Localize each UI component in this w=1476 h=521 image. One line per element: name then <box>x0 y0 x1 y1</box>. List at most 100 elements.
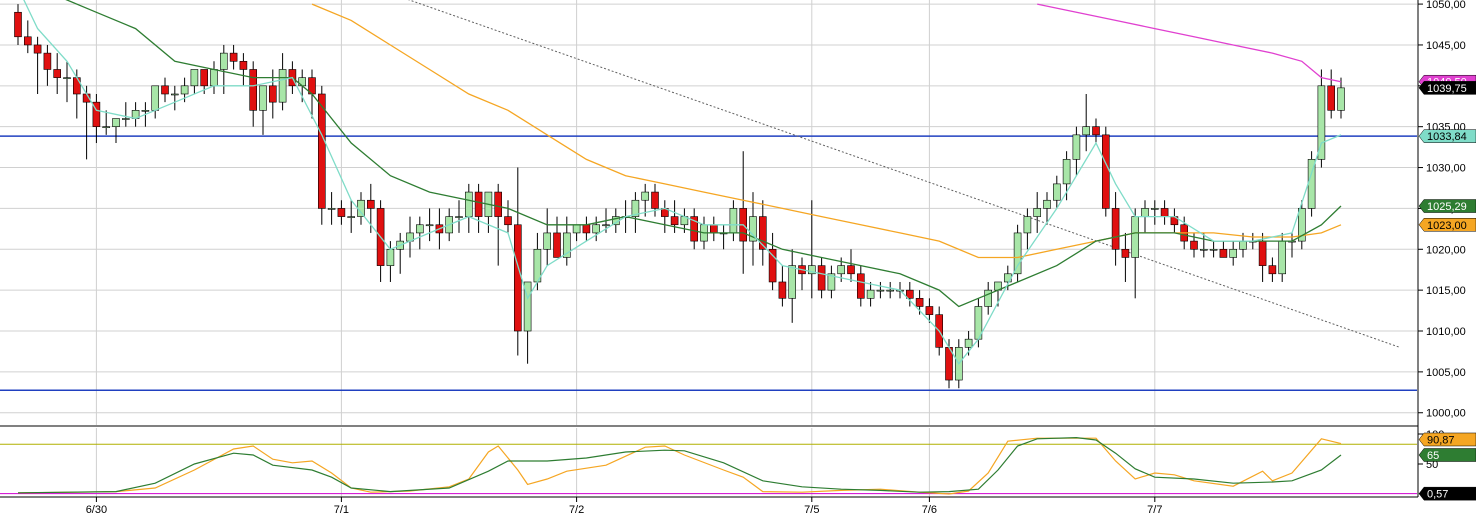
candle <box>190 69 199 94</box>
candle <box>1307 151 1316 217</box>
candle-body-down <box>915 298 924 307</box>
candle <box>494 183 503 266</box>
candle <box>1033 192 1041 233</box>
candle <box>1268 257 1277 282</box>
candle <box>1229 241 1237 266</box>
candle <box>1151 200 1159 225</box>
price-label-box <box>1418 199 1476 213</box>
candle-body-up <box>1141 208 1149 217</box>
price-labels: 1040,501039,751033,841025,291023,0090,87… <box>1418 74 1476 501</box>
candle <box>847 249 855 282</box>
candle <box>317 85 326 225</box>
candle-body-up <box>190 69 199 87</box>
osc-price-label: 90,87 <box>1418 432 1476 446</box>
price-label: 1033,84 <box>1418 129 1476 143</box>
candle-body-up <box>1013 232 1022 275</box>
candle <box>92 93 101 144</box>
candle-body-up <box>866 289 875 299</box>
ma-fast-line <box>23 0 1342 365</box>
candle-body-up <box>807 265 816 275</box>
price-label-text: 1025,29 <box>1427 201 1467 213</box>
candle-body-up <box>1298 208 1306 242</box>
x-tick-label: 7/1 <box>334 504 349 516</box>
candle-body-down <box>553 232 561 258</box>
candle <box>1327 69 1335 119</box>
candle-body-down <box>651 191 659 209</box>
candle <box>543 208 552 266</box>
candle-body-up <box>827 273 836 291</box>
osc-y-tick-label: 50 <box>1426 459 1438 471</box>
candle-body-up <box>220 52 228 70</box>
candle-body-down <box>366 199 375 209</box>
candle-body-up <box>151 85 159 111</box>
candle-body-down <box>200 69 208 87</box>
trend-line[interactable] <box>351 0 1400 348</box>
price-label-text: 1039,75 <box>1427 83 1467 95</box>
candle-body-down <box>1190 240 1198 250</box>
candle-body-down <box>73 77 81 95</box>
candle-body-down <box>778 281 787 299</box>
candle <box>631 192 640 233</box>
ma-slow-line <box>311 3 1342 259</box>
candle <box>43 44 52 86</box>
candle-body-down <box>14 11 22 38</box>
candle <box>1023 208 1032 250</box>
candle <box>1013 224 1022 282</box>
candle <box>905 281 914 307</box>
y-tick-label: 1000,00 <box>1426 408 1466 420</box>
osc-price-label: 0,57 <box>1418 486 1476 501</box>
candle <box>425 208 434 242</box>
candle <box>690 208 699 250</box>
price-label: 1039,75 <box>1418 81 1476 95</box>
candle-body-up <box>180 85 189 95</box>
candle-body-up <box>1043 199 1051 209</box>
candle-body-down <box>1111 208 1120 250</box>
candle <box>171 85 179 111</box>
price-label-box <box>1418 81 1476 95</box>
candle-body-up <box>572 224 581 234</box>
candle-body-up <box>1082 126 1090 136</box>
candle <box>122 102 130 127</box>
moving-averages <box>23 0 1342 365</box>
candle-body-up <box>1278 240 1286 275</box>
candle <box>504 200 512 233</box>
y-tick-label: 1015,00 <box>1426 285 1466 297</box>
candle <box>1298 200 1306 250</box>
candle <box>112 118 120 144</box>
horizontal-levels[interactable] <box>0 135 1417 392</box>
candle-body-up <box>259 85 267 111</box>
candle <box>474 183 483 233</box>
candle-body-down <box>249 69 257 111</box>
osc-price-label-text: 90,87 <box>1427 434 1455 446</box>
candle <box>749 192 757 266</box>
candle-body-down <box>925 306 934 315</box>
candle <box>856 265 865 307</box>
candle-body-down <box>1268 265 1277 275</box>
candle-body-up <box>876 289 885 292</box>
candle <box>1121 232 1130 282</box>
candle <box>1111 192 1120 266</box>
trendline[interactable] <box>351 0 1400 348</box>
candle-body-up <box>523 281 532 332</box>
candle-body-up <box>122 118 130 120</box>
x-tick-label: 7/2 <box>569 504 584 516</box>
candle-body-down <box>53 69 62 78</box>
osc-price-label: 65 <box>1418 448 1476 462</box>
candle <box>768 232 777 291</box>
x-tick-label: 6/30 <box>86 504 107 516</box>
candle <box>984 281 993 315</box>
candle <box>641 183 650 217</box>
candle-body-up <box>886 289 895 292</box>
oscillator-panel <box>0 436 1417 495</box>
candle <box>827 265 836 299</box>
candle <box>553 216 561 258</box>
candle-body-up <box>749 216 757 242</box>
y-tick-label: 1010,00 <box>1426 326 1466 338</box>
candle <box>102 110 110 135</box>
candle-body-up <box>984 289 993 307</box>
candle-body-down <box>513 224 522 332</box>
osc-price-label-box <box>1418 448 1476 462</box>
price-label-box <box>1418 218 1476 232</box>
x-tick-label: 7/6 <box>922 504 937 516</box>
